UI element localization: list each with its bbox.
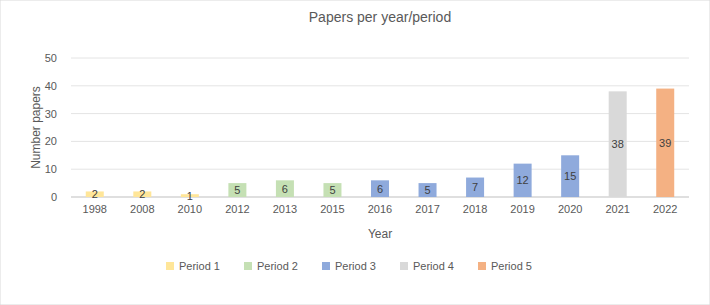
x-axis-label: Year xyxy=(368,227,392,241)
legend-swatch xyxy=(322,262,330,270)
data-labels: 22156565712153839 xyxy=(92,137,672,202)
bar xyxy=(228,183,246,197)
y-tick-label: 50 xyxy=(45,52,57,64)
chart-svg: Papers per year/period 0 10 20 30 40 50 Number … xyxy=(0,0,710,305)
data-label: 39 xyxy=(659,137,671,149)
data-label: 12 xyxy=(516,174,528,186)
chart-title: Papers per year/period xyxy=(309,9,451,25)
legend-label: Period 1 xyxy=(179,260,220,272)
page: {"chart_data": {"type": "bar", "title": … xyxy=(0,0,710,305)
x-tick-label: 2020 xyxy=(558,203,582,215)
grid-line xyxy=(71,85,689,86)
legend-swatch xyxy=(244,262,252,270)
bar xyxy=(371,180,389,197)
grid-line xyxy=(71,58,689,59)
bar xyxy=(561,155,579,197)
y-tick-label: 30 xyxy=(45,108,57,120)
chart-container: Papers per year/period 0 10 20 30 40 50 Number … xyxy=(0,0,710,305)
x-tick-label: 2018 xyxy=(463,203,487,215)
data-label: 1 xyxy=(187,190,193,202)
data-label: 5 xyxy=(424,184,430,196)
bar xyxy=(514,164,532,197)
bar xyxy=(656,89,674,197)
legend-label: Period 4 xyxy=(413,260,454,272)
data-label: 5 xyxy=(329,184,335,196)
data-label: 6 xyxy=(282,183,288,195)
bars xyxy=(86,89,674,197)
background xyxy=(0,0,710,305)
x-tick-label: 2021 xyxy=(605,203,629,215)
bar xyxy=(419,183,437,197)
x-tick-label: 2022 xyxy=(653,203,677,215)
y-tick-label: 10 xyxy=(45,163,57,175)
x-tick-label: 2017 xyxy=(415,203,439,215)
y-tick-label: 0 xyxy=(51,191,57,203)
bar xyxy=(276,180,294,197)
grid xyxy=(71,58,689,197)
legend: Period 1 Period 2 Period 3 Period 4 Period 5 xyxy=(166,260,532,272)
legend-label: Period 2 xyxy=(257,260,298,272)
grid-line xyxy=(71,169,689,170)
x-tick-label: 2012 xyxy=(225,203,249,215)
data-label: 6 xyxy=(377,183,383,195)
x-tick-label: 2010 xyxy=(178,203,202,215)
legend-swatch xyxy=(400,262,408,270)
grid-line xyxy=(71,113,689,114)
bar xyxy=(609,91,627,197)
x-tick-label: 2016 xyxy=(368,203,392,215)
y-tick-label: 40 xyxy=(45,80,57,92)
x-tick-label: 2008 xyxy=(130,203,154,215)
grid-line xyxy=(71,141,689,142)
legend-swatch xyxy=(478,262,486,270)
x-tick-label: 2015 xyxy=(320,203,344,215)
bar xyxy=(323,183,341,197)
data-label: 15 xyxy=(564,170,576,182)
data-label: 5 xyxy=(234,184,240,196)
x-tick-label: 2013 xyxy=(273,203,297,215)
bar xyxy=(466,178,484,197)
y-tick-label: 20 xyxy=(45,135,57,147)
data-label: 2 xyxy=(139,188,145,200)
data-label: 38 xyxy=(612,138,624,150)
data-label: 2 xyxy=(92,188,98,200)
legend-label: Period 3 xyxy=(335,260,376,272)
legend-label: Period 5 xyxy=(491,260,532,272)
data-label: 7 xyxy=(472,181,478,193)
x-tick-label: 1998 xyxy=(83,203,107,215)
y-axis-label: Number papers xyxy=(29,86,43,169)
legend-swatch xyxy=(166,262,174,270)
x-tick-label: 2019 xyxy=(510,203,534,215)
